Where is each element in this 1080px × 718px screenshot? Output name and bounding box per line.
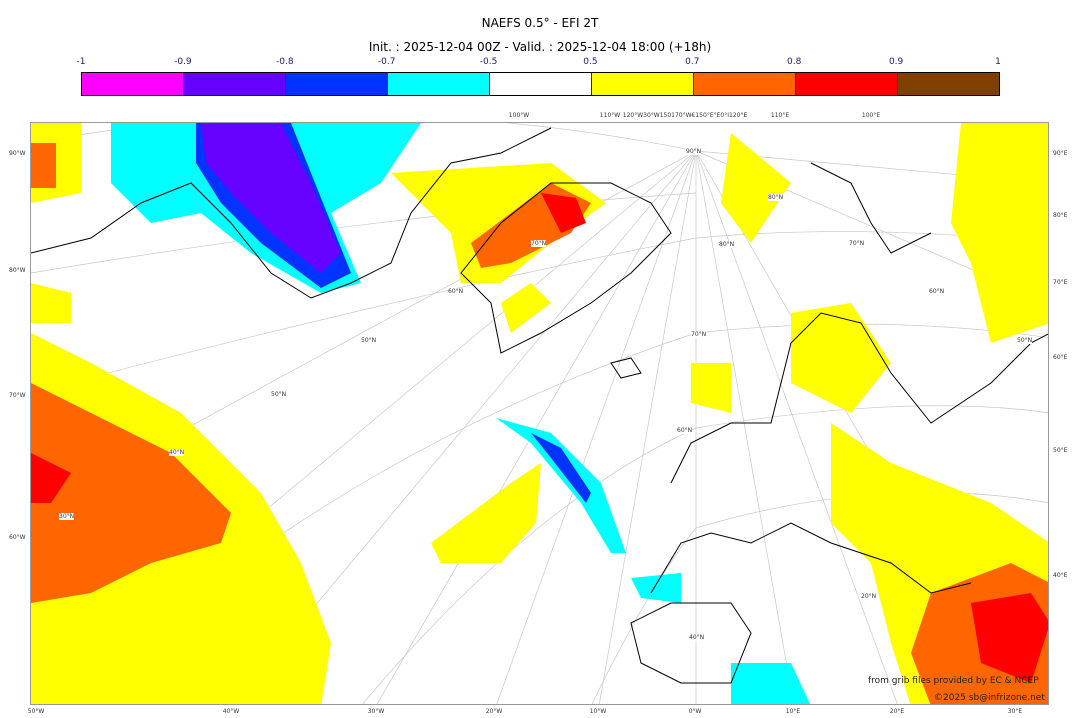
- axis-label-bottom: 50°W: [27, 708, 45, 715]
- axis-label-left: 70°W: [9, 392, 26, 399]
- parallel-label: 70°N: [691, 331, 707, 338]
- colorbar-tick: 0.9: [888, 57, 904, 67]
- axis-label-right: 80°E: [1053, 212, 1068, 219]
- axis-label-top: 110°E: [770, 112, 790, 119]
- colorbar-bin: [592, 73, 694, 95]
- colorbar-bin: [388, 73, 490, 95]
- parallel-label: 80°N: [768, 194, 784, 201]
- axis-label-bottom: 30°E: [1007, 708, 1023, 715]
- axis-label-top: 100°W: [508, 112, 530, 119]
- colorbar-bin: [898, 73, 999, 95]
- colorbar-bin: [82, 73, 184, 95]
- colorbar-bin: [490, 73, 592, 95]
- parallel-label: 30°N: [59, 513, 75, 520]
- parallel-label: 40°N: [689, 634, 705, 641]
- parallel-label: 50°N: [361, 337, 377, 344]
- colorbar-tick: 1: [995, 57, 1001, 67]
- efi-map: 90°N 80°N 80°N 70°N 70°N 70°N 60°N 60°N 60°N 50°N…: [30, 122, 1049, 705]
- parallel-label: 70°N: [531, 240, 547, 247]
- axis-label-top: 120°W30°W150170°W€150°E°E0°I120°E: [622, 112, 748, 119]
- axis-label-bottom: 10°E: [785, 708, 801, 715]
- axis-label-right: 70°E: [1053, 279, 1068, 286]
- parallel-label: 70°N: [849, 240, 865, 247]
- parallel-label: 60°N: [448, 288, 464, 295]
- axis-label-left: 60°W: [9, 534, 26, 541]
- axis-label-bottom: 20°W: [485, 708, 503, 715]
- colorbar-tick: -0.8: [275, 57, 294, 67]
- axis-label-top: 100°E: [861, 112, 881, 119]
- parallel-label: 50°N: [271, 391, 287, 398]
- parallel-label: 80°N: [719, 241, 735, 248]
- colorbar-tick: 0.5: [583, 57, 598, 67]
- parallel-label: 90°N: [686, 148, 702, 155]
- axis-label-bottom: 20°E: [889, 708, 905, 715]
- axis-label-right: 60°E: [1053, 354, 1068, 361]
- colorbar-tick: -0.5: [479, 57, 498, 67]
- map-subtitle: Init. : 2025-12-04 00Z - Valid. : 2025-1…: [368, 40, 712, 54]
- parallel-label: 60°N: [677, 427, 693, 434]
- parallel-label: 60°N: [929, 288, 945, 295]
- colorbar: [81, 72, 1000, 96]
- parallel-label: 40°N: [169, 449, 185, 456]
- map-title: NAEFS 0.5° - EFI 2T: [481, 16, 599, 30]
- colorbar-bin: [184, 73, 286, 95]
- axis-label-right: 40°E: [1053, 572, 1068, 579]
- axis-label-bottom: 10°W: [589, 708, 607, 715]
- colorbar-tick: -1: [76, 57, 86, 67]
- efi-field: [31, 123, 1048, 704]
- copyright-credit: ©2025 sb@infrizone.net: [934, 693, 1045, 703]
- axis-label-left: 90°W: [9, 150, 26, 157]
- colorbar-tick: 0.8: [787, 57, 802, 67]
- colorbar-bin: [796, 73, 898, 95]
- axis-label-left: 80°W: [9, 267, 26, 274]
- axis-label-right: 90°E: [1053, 150, 1068, 157]
- axis-label-bottom: 30°W: [367, 708, 385, 715]
- colorbar-tick: 0.7: [685, 57, 700, 67]
- colorbar-tick: -0.9: [174, 57, 192, 67]
- coastlines: [31, 127, 1048, 684]
- parallel-label: 20°N: [861, 593, 877, 600]
- map-canvas: [31, 123, 1048, 704]
- axis-label-bottom: 40°W: [222, 708, 240, 715]
- axis-label-bottom: 0°W: [688, 708, 702, 715]
- parallel-label: 50°N: [1017, 337, 1033, 344]
- colorbar-bin: [694, 73, 796, 95]
- data-source-credit: from grib files provided by EC & NCEP: [868, 676, 1039, 686]
- colorbar-tick: -0.7: [377, 57, 396, 67]
- colorbar-bin: [286, 73, 388, 95]
- axis-label-right: 50°E: [1053, 447, 1068, 454]
- axis-label-top: 110°W: [599, 112, 621, 119]
